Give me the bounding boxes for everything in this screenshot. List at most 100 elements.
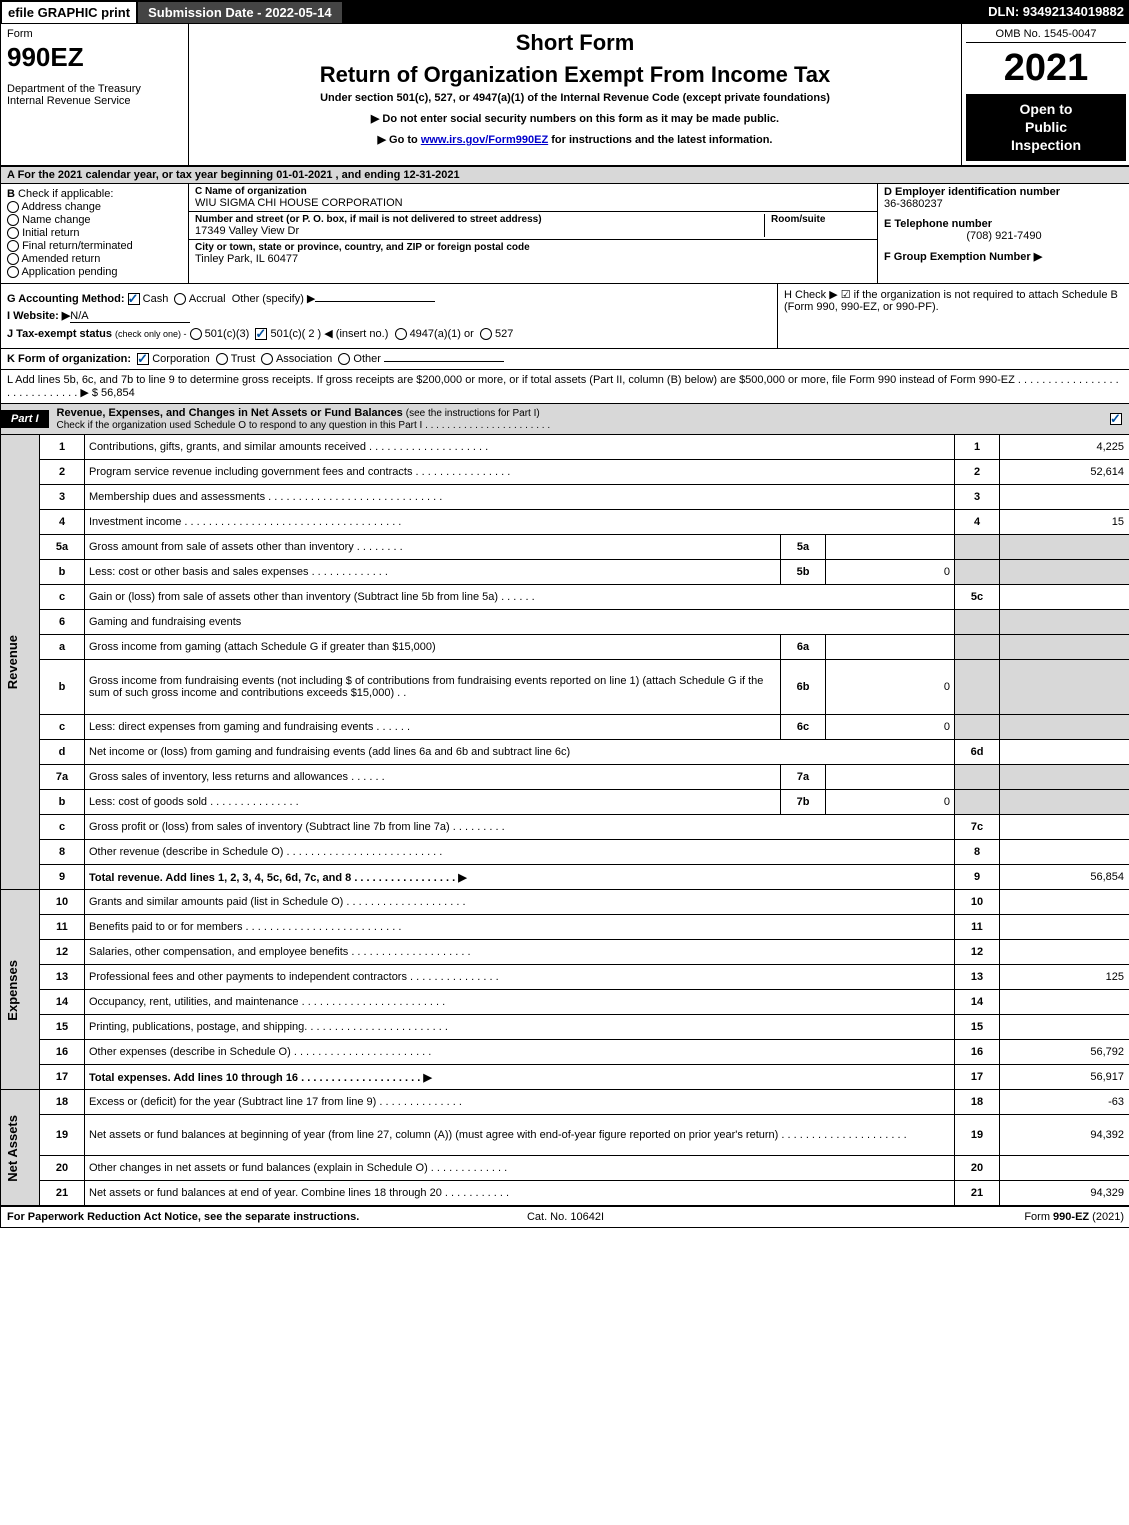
form-header: Form 990EZ Department of the Treasury In… (1, 24, 1129, 167)
irs-link[interactable]: www.irs.gov/Form990EZ (421, 134, 548, 146)
part-i-header: Part I Revenue, Expenses, and Changes in… (1, 404, 1129, 435)
line-15-desc: Printing, publications, postage, and shi… (85, 1015, 955, 1040)
line-6b-desc: Gross income from fundraising events (no… (85, 660, 781, 715)
final-return-checkbox[interactable] (7, 240, 19, 252)
line-5a: 5a Gross amount from sale of assets othe… (1, 535, 1129, 560)
line-11-amount (1000, 915, 1129, 940)
line-6a-desc: Gross income from gaming (attach Schedul… (85, 635, 781, 660)
line-19-desc: Net assets or fund balances at beginning… (85, 1115, 955, 1156)
line-11-desc: Benefits paid to or for members . . . . … (85, 915, 955, 940)
association-checkbox[interactable] (261, 353, 273, 365)
initial-return-checkbox[interactable] (7, 227, 19, 239)
corporation-label: Corporation (152, 353, 209, 365)
accrual-checkbox[interactable] (174, 293, 186, 305)
group-exemption-label: F Group Exemption Number ▶ (884, 251, 1042, 263)
527-label: 527 (495, 328, 513, 340)
accounting-method-label: G Accounting Method: (7, 293, 125, 305)
4947-checkbox[interactable] (395, 328, 407, 340)
527-checkbox[interactable] (480, 328, 492, 340)
line-12-amount (1000, 940, 1129, 965)
line-8: 8 Other revenue (describe in Schedule O)… (1, 840, 1129, 865)
line-17-desc: Total expenses. Add lines 10 through 16 … (85, 1065, 955, 1090)
line-13: 13 Professional fees and other payments … (1, 965, 1129, 990)
website-label: I Website: ▶ (7, 310, 70, 322)
form-container: efile GRAPHIC print Submission Date - 20… (0, 0, 1129, 1228)
line-6c-subval: 0 (826, 715, 955, 740)
part-i-label: Part I (1, 410, 49, 428)
line-9-desc: Total revenue. Add lines 1, 2, 3, 4, 5c,… (85, 865, 955, 890)
tax-year: 2021 (966, 47, 1126, 90)
line-7a-desc: Gross sales of inventory, less returns a… (85, 765, 781, 790)
section-h-text: H Check ▶ ☑ if the organization is not r… (784, 289, 1118, 313)
line-7b-desc: Less: cost of goods sold . . . . . . . .… (85, 790, 781, 815)
line-16-amount: 56,792 (1000, 1040, 1129, 1065)
line-14-amount (1000, 990, 1129, 1015)
line-8-desc: Other revenue (describe in Schedule O) .… (85, 840, 955, 865)
application-pending-label: Application pending (21, 266, 117, 278)
line-5b: b Less: cost or other basis and sales ex… (1, 560, 1129, 585)
goto-tail: for instructions and the latest informat… (548, 134, 772, 146)
line-14-desc: Occupancy, rent, utilities, and maintena… (85, 990, 955, 1015)
line-17-amount: 56,917 (1000, 1065, 1129, 1090)
public-inspection-badge: Open to Public Inspection (966, 94, 1126, 161)
corporation-checkbox[interactable] (137, 353, 149, 365)
other-org-checkbox[interactable] (338, 353, 350, 365)
city-value: Tinley Park, IL 60477 (195, 253, 871, 265)
line-4: 4 Investment income . . . . . . . . . . … (1, 510, 1129, 535)
code-subtitle: Under section 501(c), 527, or 4947(a)(1)… (195, 92, 955, 104)
amended-return-checkbox[interactable] (7, 253, 19, 265)
line-20: 20 Other changes in net assets or fund b… (1, 1156, 1129, 1181)
line-10-desc: Grants and similar amounts paid (list in… (85, 890, 955, 915)
expenses-side-label: Expenses (1, 890, 40, 1090)
name-change-checkbox[interactable] (7, 214, 19, 226)
section-j: J Tax-exempt status (check only one) - 5… (7, 327, 771, 340)
line-6b-subval: 0 (826, 660, 955, 715)
line-9: 9 Total revenue. Add lines 1, 2, 3, 4, 5… (1, 865, 1129, 890)
line-3-amount (1000, 485, 1129, 510)
line-13-desc: Professional fees and other payments to … (85, 965, 955, 990)
line-5b-desc: Less: cost or other basis and sales expe… (85, 560, 781, 585)
form-prefix: Form (1024, 1211, 1053, 1223)
501c3-checkbox[interactable] (190, 328, 202, 340)
application-pending-checkbox[interactable] (7, 266, 19, 278)
line-20-desc: Other changes in net assets or fund bala… (85, 1156, 955, 1181)
omb-number: OMB No. 1545-0047 (966, 28, 1126, 43)
ein-label: D Employer identification number (884, 186, 1124, 198)
header-center: Short Form Return of Organization Exempt… (189, 24, 962, 165)
line-15-amount (1000, 1015, 1129, 1040)
line-6a-subval (826, 635, 955, 660)
line-1-amount: 4,225 (1000, 435, 1129, 460)
line-17: 17 Total expenses. Add lines 10 through … (1, 1065, 1129, 1090)
revenue-side-label: Revenue (1, 435, 40, 890)
submission-date: Submission Date - 2022-05-14 (137, 1, 343, 24)
cash-checkbox[interactable] (128, 293, 140, 305)
efile-print-label[interactable]: efile GRAPHIC print (1, 1, 137, 24)
section-l: L Add lines 5b, 6c, and 7b to line 9 to … (1, 370, 1129, 404)
501c-checkbox[interactable] (255, 328, 267, 340)
line-5a-subval (826, 535, 955, 560)
no-ssn-warning: ▶ Do not enter social security numbers o… (195, 112, 955, 125)
form-code: 990-EZ (1053, 1211, 1089, 1223)
form-footer-label: Form 990-EZ (2021) (752, 1211, 1124, 1223)
address-change-checkbox[interactable] (7, 201, 19, 213)
short-form-title: Short Form (195, 30, 955, 56)
room-suite-label: Room/suite (771, 214, 871, 225)
line-16-desc: Other expenses (describe in Schedule O) … (85, 1040, 955, 1065)
other-org-input[interactable] (384, 361, 504, 362)
header-left: Form 990EZ Department of the Treasury In… (1, 24, 189, 165)
part-i-title: Revenue, Expenses, and Changes in Net As… (49, 404, 1110, 434)
part-i-schedule-o-checkbox[interactable] (1110, 413, 1122, 425)
line-13-amount: 125 (1000, 965, 1129, 990)
phone-label: E Telephone number (884, 218, 1124, 230)
line-7c: c Gross profit or (loss) from sales of i… (1, 815, 1129, 840)
line-6d-amount (1000, 740, 1129, 765)
line-5c: c Gain or (loss) from sale of assets oth… (1, 585, 1129, 610)
cash-label: Cash (143, 293, 169, 305)
line-3: 3 Membership dues and assessments . . . … (1, 485, 1129, 510)
phone-value: (708) 921-7490 (884, 230, 1124, 242)
line-9-amount: 56,854 (1000, 865, 1129, 890)
trust-checkbox[interactable] (216, 353, 228, 365)
other-specify-input[interactable] (315, 301, 435, 302)
section-h: H Check ▶ ☑ if the organization is not r… (777, 284, 1129, 348)
check-only-one: (check only one) - (115, 329, 187, 339)
